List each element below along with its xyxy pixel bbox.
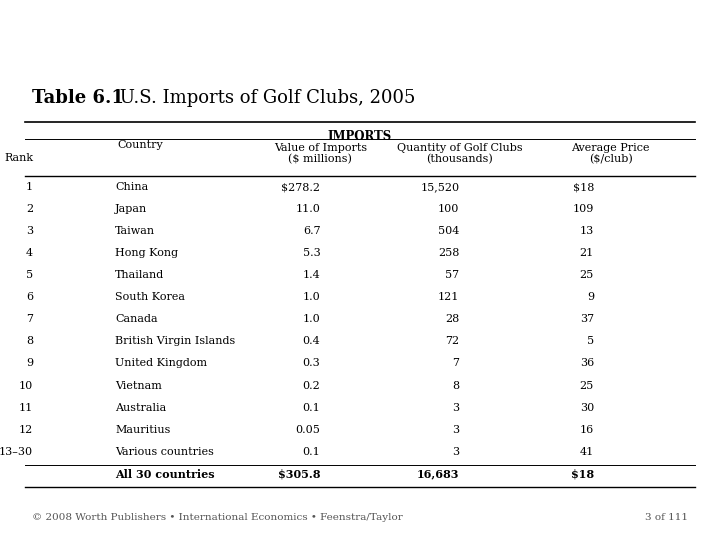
Text: 3 of 111: 3 of 111 [644,513,688,522]
Text: 36: 36 [580,359,594,368]
Text: $278.2: $278.2 [282,182,320,192]
Text: 10: 10 [19,381,33,390]
Text: 0.4: 0.4 [302,336,320,347]
Text: 16: 16 [580,424,594,435]
Text: Rank: Rank [4,153,33,163]
Text: 0.3: 0.3 [302,359,320,368]
Text: 5: 5 [587,336,594,347]
Text: 8: 8 [452,381,459,390]
Text: China: China [115,182,148,192]
Text: Thailand: Thailand [115,271,164,280]
Text: 28: 28 [445,314,459,325]
Text: British Virgin Islands: British Virgin Islands [115,336,235,347]
Text: 3: 3 [452,424,459,435]
Text: 3: 3 [452,447,459,457]
Text: 5: 5 [26,271,33,280]
Text: 0.2: 0.2 [302,381,320,390]
Text: 2: 2 [26,204,33,214]
Text: Canada: Canada [115,314,158,325]
Text: Mauritius: Mauritius [115,424,171,435]
Text: 121: 121 [438,292,459,302]
Text: 15,520: 15,520 [420,182,459,192]
Text: Various countries: Various countries [115,447,214,457]
Text: Taiwan: Taiwan [115,226,156,236]
Text: 37: 37 [580,314,594,325]
Text: Vietnam: Vietnam [115,381,162,390]
Text: 41: 41 [580,447,594,457]
Text: 0.1: 0.1 [302,447,320,457]
Text: Country: Country [117,140,163,150]
Text: 11.0: 11.0 [295,204,320,214]
Text: Hong Kong: Hong Kong [115,248,179,258]
Text: 5.3: 5.3 [302,248,320,258]
Text: 258: 258 [438,248,459,258]
Text: IMPORTS: IMPORTS [328,131,392,144]
Text: Value of Imports
($ millions): Value of Imports ($ millions) [274,143,367,165]
Text: 9: 9 [587,292,594,302]
Text: 12: 12 [19,424,33,435]
Text: 72: 72 [445,336,459,347]
Text: 100: 100 [438,204,459,214]
Text: 3: 3 [452,403,459,413]
Text: 9: 9 [26,359,33,368]
Text: 1.0: 1.0 [302,314,320,325]
Text: $305.8: $305.8 [278,469,320,480]
Text: 11: 11 [19,403,33,413]
Text: Australia: Australia [115,403,166,413]
Text: 13–30: 13–30 [0,447,33,457]
Text: South Korea: South Korea [115,292,185,302]
Text: 30: 30 [580,403,594,413]
Text: 1.0: 1.0 [302,292,320,302]
Text: Introduction: Introduction [231,22,489,56]
Text: All 30 countries: All 30 countries [115,469,215,480]
Text: 25: 25 [580,381,594,390]
Text: 0.1: 0.1 [302,403,320,413]
Text: 504: 504 [438,226,459,236]
Text: Table 6.1: Table 6.1 [32,89,125,107]
Text: Quantity of Golf Clubs
(thousands): Quantity of Golf Clubs (thousands) [397,143,522,165]
Text: 6.7: 6.7 [303,226,320,236]
Text: 4: 4 [26,248,33,258]
Text: 13: 13 [580,226,594,236]
Text: Average Price
($/club): Average Price ($/club) [571,143,650,165]
Text: United Kingdom: United Kingdom [115,359,207,368]
Text: © 2008 Worth Publishers • International Economics • Feenstra/Taylor: © 2008 Worth Publishers • International … [32,513,403,522]
Text: U.S. Imports of Golf Clubs, 2005: U.S. Imports of Golf Clubs, 2005 [114,89,415,107]
Text: $18: $18 [572,182,594,192]
Text: 7: 7 [452,359,459,368]
Text: 16,683: 16,683 [417,469,459,480]
Text: 25: 25 [580,271,594,280]
Text: 0.05: 0.05 [295,424,320,435]
Text: 3: 3 [26,226,33,236]
Text: $18: $18 [571,469,594,480]
Text: 21: 21 [580,248,594,258]
Text: 8: 8 [26,336,33,347]
Text: 57: 57 [445,271,459,280]
Text: 7: 7 [26,314,33,325]
Text: Japan: Japan [115,204,148,214]
Text: 1.4: 1.4 [302,271,320,280]
Text: 109: 109 [572,204,594,214]
Text: 1: 1 [26,182,33,192]
Text: 6: 6 [26,292,33,302]
